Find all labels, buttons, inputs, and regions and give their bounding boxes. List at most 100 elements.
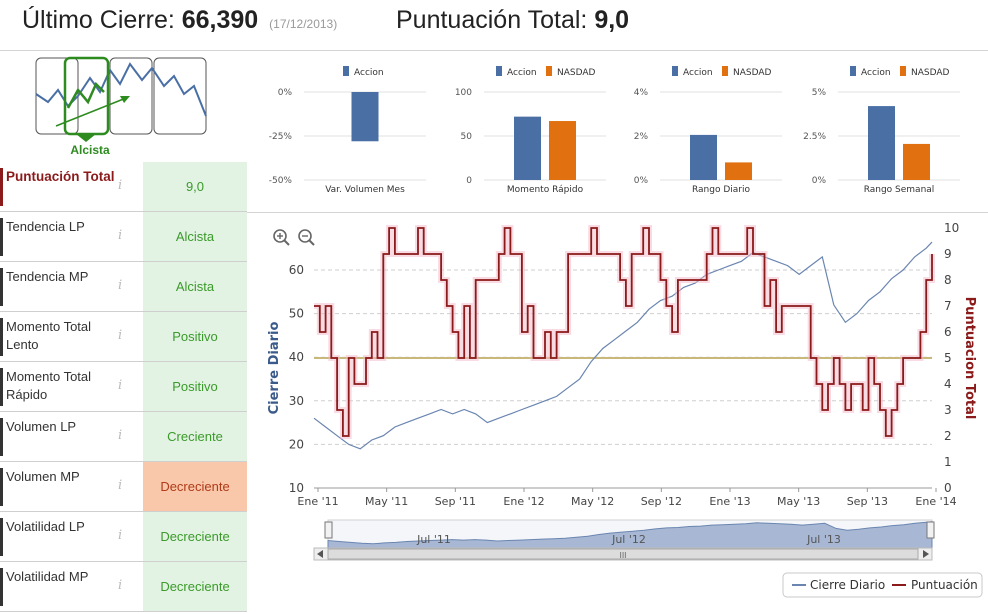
bar-accion[interactable] [514, 116, 541, 180]
legend-swatch [496, 66, 502, 76]
x-tick-label: Sep '11 [435, 495, 476, 508]
y-tick-label: 10 [289, 481, 304, 495]
indicator-row: Tendencia LP i Alcista [0, 212, 247, 262]
tick-label: 100 [455, 88, 472, 98]
x-tick-label: Ene '13 [709, 495, 750, 508]
indicator-value: 9,0 [143, 162, 247, 211]
legend-entry: Accion [683, 68, 713, 78]
tick-label: 5% [812, 88, 827, 98]
navigator-label: Jul '13 [806, 533, 841, 546]
zoom-in-icon[interactable] [273, 229, 290, 246]
y-tick-label: 30 [289, 394, 304, 408]
chart-title: Var. Volumen Mes [325, 185, 405, 195]
y2-tick-label: 9 [944, 247, 952, 261]
indicator-marker [0, 468, 3, 506]
info-icon[interactable]: i [118, 178, 123, 193]
tick-label: -25% [269, 132, 293, 142]
legend-entry[interactable]: Puntuación [911, 578, 978, 592]
info-icon[interactable]: i [118, 528, 123, 543]
cierre-date: (17/12/2013) [269, 17, 338, 31]
chart-title: Rango Semanal [864, 185, 935, 195]
info-icon[interactable]: i [118, 278, 123, 293]
indicator-marker [0, 368, 3, 406]
navigator-handle-right[interactable] [926, 521, 935, 539]
y2-axis-label: Puntuacion Total [962, 297, 977, 420]
bar-accion[interactable] [351, 92, 379, 142]
minichart-momento-rapido: Accion NASDAD 100 50 0 Momento Rápido [455, 66, 606, 195]
indicator-marker [0, 518, 3, 556]
total-label: Puntuación Total: [396, 6, 588, 34]
series-puntuacion[interactable] [314, 227, 933, 437]
indicator-value: Decreciente [143, 462, 247, 511]
y2-tick-label: 1 [944, 455, 952, 469]
header-divider [0, 50, 988, 51]
y-axis-label: Cierre Diario [267, 322, 282, 415]
indicator-value: Positivo [143, 362, 247, 411]
tick-label: 50 [461, 132, 473, 142]
info-icon[interactable]: i [118, 228, 123, 243]
tick-label: 0% [278, 88, 293, 98]
indicator-label: Volumen MP [6, 469, 80, 484]
scroll-right-icon[interactable] [923, 550, 929, 558]
series-puntuacion-halo [314, 225, 935, 439]
y-tick-label: 40 [289, 350, 304, 364]
info-icon[interactable]: i [118, 328, 123, 343]
ultimo-cierre: Último Cierre: 66,390 (17/12/2013) [22, 6, 337, 35]
bar-accion[interactable] [868, 106, 895, 180]
info-icon[interactable]: i [118, 428, 123, 443]
navigator-handle-left[interactable] [324, 521, 333, 539]
x-tick-label: Sep '12 [641, 495, 682, 508]
zoom-out-icon[interactable] [298, 229, 315, 246]
indicator-label: Volumen LP [6, 419, 77, 434]
navigator-label: Jul '12 [611, 533, 646, 546]
info-icon[interactable]: i [118, 378, 123, 393]
legend-entry: Accion [354, 68, 384, 78]
bar-nasdad[interactable] [903, 143, 930, 180]
info-icon[interactable]: i [118, 478, 123, 493]
indicator-marker [0, 318, 3, 356]
y2-tick-label: 0 [944, 481, 952, 495]
indicator-label: Volatilidad MP [6, 569, 89, 584]
y2-tick-label: 8 [944, 273, 952, 287]
chart-title: Momento Rápido [507, 185, 584, 195]
legend-entry[interactable]: Cierre Diario [810, 578, 885, 592]
indicator-label: Puntuación Total [6, 169, 115, 184]
legend-swatch [672, 66, 678, 76]
bar-accion[interactable] [690, 134, 717, 180]
trend-arrow-icon [120, 96, 130, 103]
legend-swatch [546, 66, 552, 76]
bar-nasdad[interactable] [725, 162, 752, 180]
x-tick-label: Sep '13 [847, 495, 888, 508]
indicator-marker [0, 568, 3, 606]
indicator-label: Volatilidad LP [6, 519, 85, 534]
indicator-label: Momento Total Lento [6, 319, 92, 352]
y-tick-label: 60 [289, 263, 304, 277]
trend-widget[interactable] [34, 56, 209, 160]
x-tick-label: May '13 [777, 495, 820, 508]
y2-tick-label: 6 [944, 325, 952, 339]
scroll-left-icon[interactable] [317, 550, 323, 558]
navigator-label: Jul '11 [416, 533, 451, 546]
trend-panel-1 [35, 57, 79, 135]
legend-swatch [900, 66, 906, 76]
bar-nasdad[interactable] [549, 121, 576, 180]
trend-green-line [66, 81, 105, 109]
x-tick-label: May '11 [365, 495, 408, 508]
y-tick-label: 50 [289, 307, 304, 321]
indicator-marker [0, 268, 3, 306]
series-cierre-diario[interactable] [313, 241, 933, 450]
indicator-marker [0, 418, 3, 456]
info-icon[interactable]: i [118, 578, 123, 593]
indicator-row: Puntuación Total i 9,0 [0, 162, 247, 212]
y2-tick-label: 2 [944, 429, 952, 443]
indicator-row: Momento Total Rápido i Positivo [0, 362, 247, 412]
y2-tick-label: 3 [944, 403, 952, 417]
tick-label: 0% [812, 176, 827, 186]
legend-entry: Accion [861, 68, 891, 78]
y2-tick-label: 5 [944, 351, 952, 365]
scrollbar-thumb[interactable] [327, 548, 919, 560]
charts-divider [247, 212, 988, 213]
legend-entry: NASDAD [911, 68, 950, 78]
x-tick-label: May '12 [571, 495, 614, 508]
